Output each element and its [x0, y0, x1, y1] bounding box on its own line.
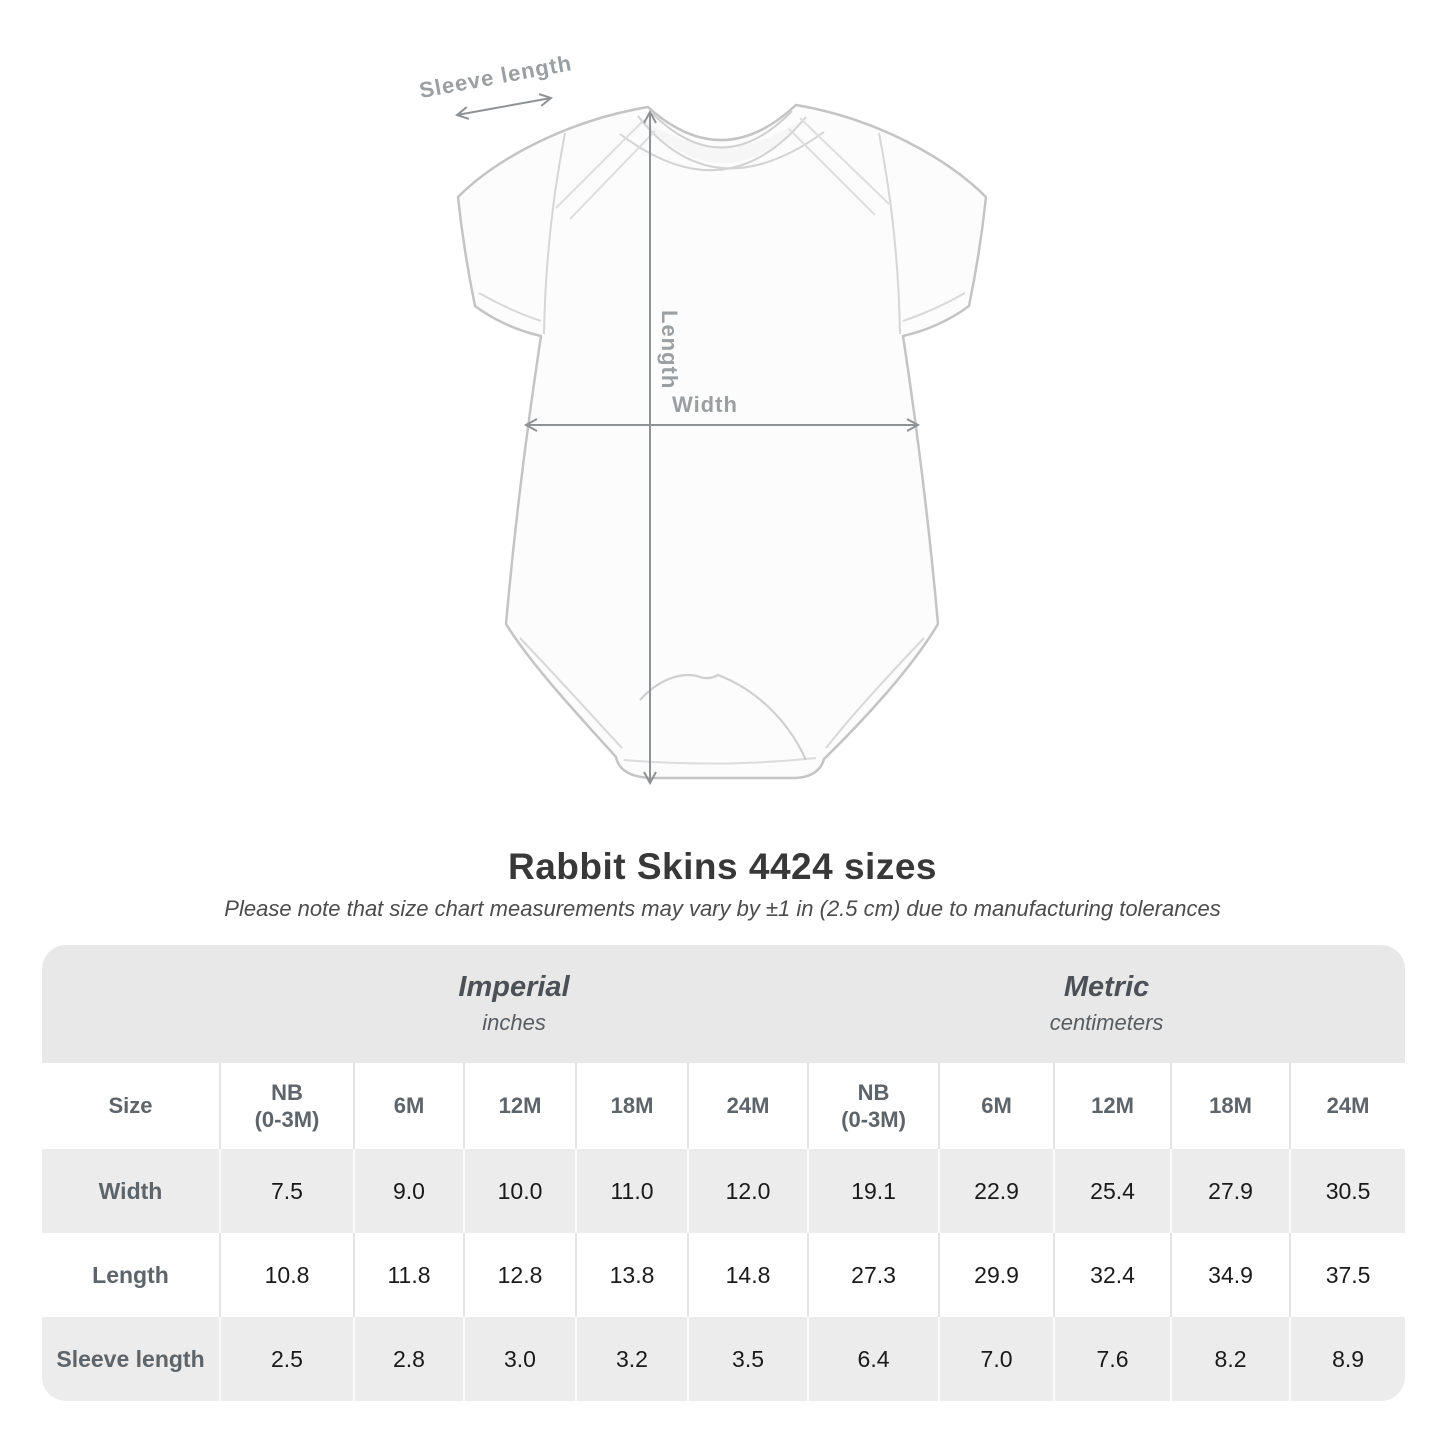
table-row-length: Length 10.8 11.8 12.8 13.8 14.8 27.3 29.… — [42, 1233, 1405, 1317]
leg-binding-left — [519, 637, 623, 749]
size-cell: 27.3 — [807, 1233, 940, 1317]
garment-diagram: Sleeve length Length Width — [417, 50, 988, 786]
size-cell: 2.8 — [353, 1317, 464, 1401]
size-cell: 34.9 — [1170, 1233, 1291, 1317]
neckline-shading — [638, 116, 806, 164]
column-header: 18M — [575, 1063, 688, 1149]
size-cell: 30.5 — [1289, 1149, 1405, 1233]
column-sublabel: (0-3M) — [841, 1107, 906, 1132]
size-cell: 6.4 — [807, 1317, 940, 1401]
leg-binding-right — [825, 637, 925, 749]
column-header: NB (0-3M) — [807, 1063, 940, 1149]
size-cell: 7.5 — [219, 1149, 354, 1233]
metric-label: Metric — [1063, 970, 1150, 1003]
column-label: NB — [271, 1079, 303, 1105]
size-cell: 14.8 — [686, 1233, 809, 1317]
column-label: 24M — [1326, 1093, 1370, 1119]
size-cell: 3.0 — [463, 1317, 576, 1401]
size-cell: 32.4 — [1053, 1233, 1172, 1317]
size-cell: 8.9 — [1289, 1317, 1405, 1401]
size-chart-table: Imperial inches Metric centimeters Size … — [42, 945, 1405, 1401]
size-cell: 12.8 — [463, 1233, 576, 1317]
size-cell: 29.9 — [938, 1233, 1055, 1317]
shoulder-band-right — [788, 117, 890, 216]
onesie-illustration: Sleeve length Length Width — [417, 50, 988, 786]
page-subtitle: Please note that size chart measurements… — [224, 896, 1221, 921]
size-cell: 2.5 — [219, 1317, 354, 1401]
crotch-flap-seam — [639, 673, 808, 761]
row-label: Sleeve length — [56, 1345, 205, 1372]
imperial-label: Imperial — [458, 970, 570, 1003]
measurement-annotations — [454, 93, 921, 786]
size-cell: 19.1 — [807, 1149, 940, 1233]
unit-header-row: Imperial inches Metric centimeters — [42, 945, 1405, 1063]
column-sublabel: (0-3M) — [254, 1107, 320, 1132]
metric-unit: centimeters — [1049, 1010, 1164, 1036]
size-cell: 9.0 — [353, 1149, 464, 1233]
row-label: Length — [92, 1261, 169, 1288]
column-header: 18M — [1170, 1063, 1291, 1149]
unit-group-imperial: Imperial inches — [220, 945, 809, 1063]
column-label: 6M — [981, 1093, 1012, 1119]
size-cell: 7.6 — [1053, 1317, 1172, 1401]
column-label: 12M — [498, 1093, 542, 1119]
shoulder-band-left — [555, 119, 656, 220]
size-header-row: Size NB (0-3M) 6M 12M 18M 24M NB (0-3M) 6M… — [42, 1063, 1405, 1149]
column-label: 6M — [393, 1093, 425, 1119]
sleeve-seam-left — [543, 132, 566, 335]
row-label: Width — [98, 1177, 163, 1204]
imperial-unit: inches — [482, 1010, 546, 1036]
column-header: 6M — [938, 1063, 1055, 1149]
column-header: 24M — [686, 1063, 809, 1149]
size-chart: Imperial inches Metric centimeters Size … — [42, 945, 1405, 1401]
size-cell: 37.5 — [1289, 1233, 1405, 1317]
neck-binding — [651, 110, 793, 149]
sleeve-hem-right — [902, 292, 966, 322]
column-header: 12M — [1053, 1063, 1172, 1149]
size-cell: 22.9 — [938, 1149, 1055, 1233]
onesie-body — [456, 103, 988, 780]
lap-shoulder-seam-right — [637, 115, 825, 170]
size-cell: 11.0 — [575, 1149, 688, 1233]
size-header-label: Size — [108, 1093, 153, 1119]
size-cell: 27.9 — [1170, 1149, 1291, 1233]
size-cell: 3.5 — [686, 1317, 809, 1401]
column-label: 12M — [1091, 1093, 1134, 1119]
unit-group-metric: Metric centimeters — [808, 945, 1405, 1063]
sleeve-seam-right — [878, 132, 901, 335]
size-cell: 3.2 — [575, 1317, 688, 1401]
sleeve-hem-left — [478, 292, 542, 322]
column-header: NB (0-3M) — [219, 1063, 354, 1149]
sleeve-length-arrow — [454, 93, 554, 120]
column-header: 12M — [463, 1063, 576, 1149]
size-cell: 7.0 — [938, 1317, 1055, 1401]
column-header: 6M — [353, 1063, 464, 1149]
width-label: Width — [672, 392, 738, 417]
page-title: Rabbit Skins 4424 sizes — [508, 846, 937, 887]
size-cell: 12.0 — [686, 1149, 809, 1233]
column-label: 18M — [1209, 1093, 1252, 1119]
size-cell: 13.8 — [575, 1233, 688, 1317]
column-label: 24M — [726, 1093, 770, 1119]
length-label: Length — [657, 310, 682, 389]
size-cell: 25.4 — [1053, 1149, 1172, 1233]
size-cell: 11.8 — [353, 1233, 464, 1317]
table-row-width: Width 7.5 9.0 10.0 11.0 12.0 19.1 22.9 2… — [42, 1149, 1405, 1233]
column-label: NB — [857, 1079, 890, 1105]
size-cell: 10.0 — [463, 1149, 576, 1233]
size-cell: 8.2 — [1170, 1317, 1291, 1401]
column-label: 18M — [610, 1093, 654, 1119]
size-cell: 10.8 — [219, 1233, 354, 1317]
sleeve-length-label: Sleeve length — [417, 50, 574, 103]
unit-header-spacer — [42, 945, 220, 1063]
column-header: 24M — [1289, 1063, 1405, 1149]
table-row-sleeve-length: Sleeve length 2.5 2.8 3.0 3.2 3.5 6.4 7.… — [42, 1317, 1405, 1401]
